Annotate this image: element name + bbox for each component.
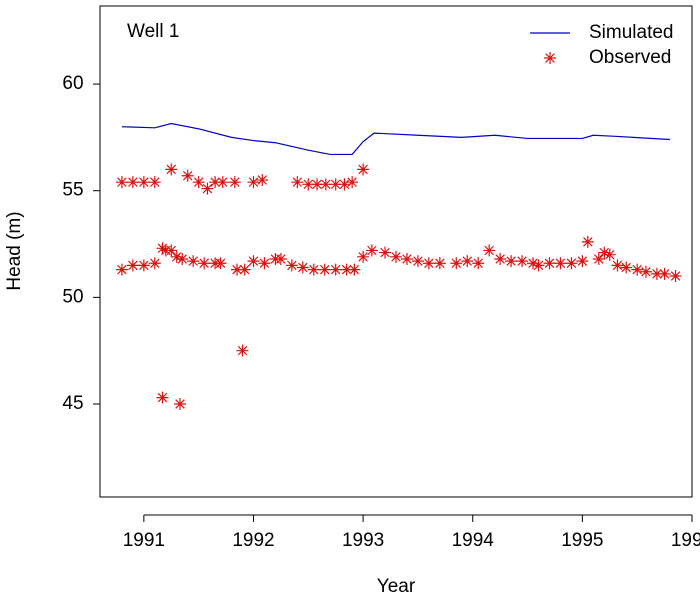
legend-label: Simulated	[589, 22, 674, 43]
observed-point	[390, 250, 402, 263]
observed-point	[311, 178, 324, 191]
observed-point	[565, 257, 578, 270]
observed-point	[598, 246, 611, 259]
observed-point	[256, 174, 269, 187]
y-axis-label: Head (m)	[4, 211, 25, 290]
observed-point	[365, 244, 378, 257]
observed-point	[236, 344, 249, 357]
observed-point	[126, 259, 139, 272]
observed-point	[238, 263, 251, 276]
observed-point	[181, 169, 194, 182]
observed-point	[472, 257, 485, 270]
observed-point	[214, 257, 227, 270]
observed-point	[126, 176, 139, 189]
y-tick-label: 50	[62, 286, 83, 307]
observed-point	[228, 176, 241, 189]
observed-point	[357, 250, 370, 263]
observed-point	[174, 398, 187, 411]
observed-point	[148, 176, 161, 189]
observed-point	[543, 257, 556, 270]
observed-point	[115, 263, 128, 276]
observed-point	[285, 259, 298, 272]
y-tick-label: 55	[62, 180, 83, 201]
annotation: Well 1	[127, 21, 179, 42]
observed-point	[231, 263, 244, 276]
observed-point	[611, 259, 624, 272]
observed-point	[247, 255, 260, 268]
x-tick-label: 1992	[232, 530, 274, 551]
observed-point	[348, 263, 361, 276]
x-tick-label: 1994	[452, 530, 495, 551]
observed-point	[274, 252, 287, 265]
observed-point	[318, 263, 331, 276]
observed-point	[620, 261, 633, 274]
x-tick-label: 1995	[561, 530, 603, 551]
simulated-line	[121, 122, 671, 156]
observed-point	[631, 263, 644, 276]
y-tick-label: 45	[62, 393, 83, 414]
observed-point	[639, 265, 652, 278]
observed-point	[346, 176, 359, 189]
observed-point	[516, 255, 529, 268]
observed-point	[494, 252, 507, 265]
observed-point	[411, 255, 424, 268]
observed-point	[247, 176, 260, 189]
observed-point	[291, 176, 304, 189]
observed-point	[527, 257, 540, 270]
observed-point	[216, 176, 229, 189]
observed-point	[137, 176, 150, 189]
observed-point	[156, 242, 169, 255]
observed-point	[307, 263, 320, 276]
observed-point	[576, 255, 589, 268]
observed-point	[187, 255, 200, 268]
x-axis-label: Year	[377, 576, 416, 597]
observed-point	[379, 246, 392, 259]
observed-point	[532, 259, 545, 272]
observed-point	[422, 257, 435, 270]
observed-point	[148, 257, 161, 270]
observed-point	[329, 178, 342, 191]
observed-point	[554, 257, 567, 270]
y-tick-label: 60	[62, 73, 83, 94]
x-tick-label: 1993	[342, 530, 384, 551]
observed-point	[592, 252, 605, 265]
observed-point	[170, 250, 183, 263]
observed-point	[433, 257, 446, 270]
observed-point	[603, 248, 616, 261]
observed-point	[302, 178, 315, 191]
observed-point	[156, 391, 169, 404]
observed-point	[581, 235, 594, 248]
observed-point	[450, 257, 463, 270]
x-tick-label: 1991	[123, 530, 165, 551]
observed-point	[461, 255, 474, 268]
observed-point	[296, 261, 309, 274]
observed-point	[338, 178, 351, 191]
observed-point	[329, 263, 342, 276]
observed-point	[258, 257, 271, 270]
observed-point	[357, 163, 370, 176]
observed-point	[340, 263, 353, 276]
legend-label: Observed	[589, 47, 671, 68]
observed-point	[505, 255, 518, 268]
observed-point	[400, 252, 413, 265]
observed-point	[650, 267, 663, 280]
observed-point	[209, 176, 222, 189]
observed-point	[165, 163, 178, 176]
observed-point	[192, 176, 205, 189]
observed-point	[176, 252, 189, 265]
observed-point	[137, 259, 150, 272]
observed-point	[483, 244, 496, 257]
observed-point	[198, 257, 211, 270]
observed-point	[165, 244, 178, 257]
observed-point	[669, 270, 682, 283]
legend-swatch	[544, 52, 556, 64]
observed-point	[201, 182, 214, 195]
observed-point	[658, 267, 671, 280]
observed-point	[319, 178, 332, 191]
x-tick-label: 1996	[671, 530, 700, 551]
observed-point	[115, 176, 128, 189]
